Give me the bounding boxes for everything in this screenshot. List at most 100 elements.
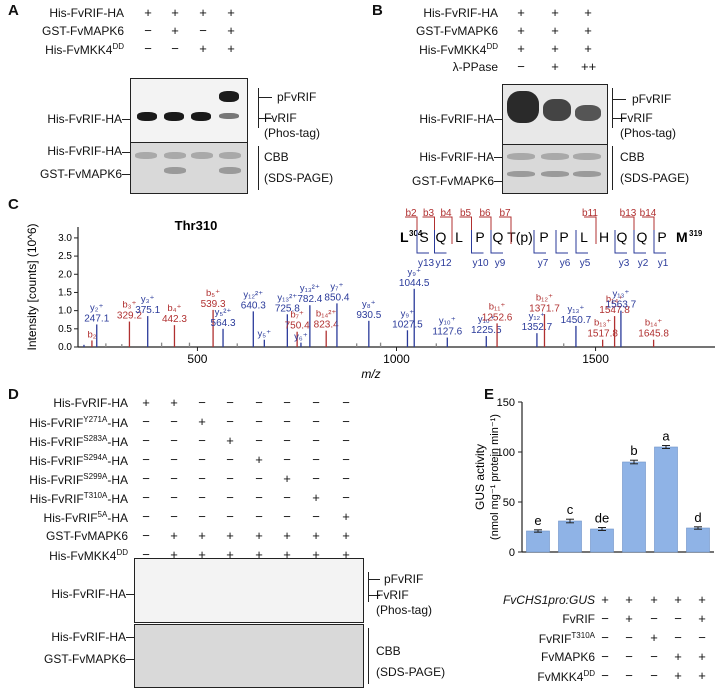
condition-sign: + <box>517 5 525 20</box>
peak-value: 640.3 <box>241 300 266 311</box>
condition-sign: + <box>584 23 592 38</box>
condition-sign: − <box>170 509 178 524</box>
peak-label: y₆⁺ <box>294 332 308 343</box>
condition-sign: − <box>198 433 206 448</box>
row-label: GST-FvMAPK6 <box>415 24 498 38</box>
pointer-line <box>612 118 626 119</box>
band <box>164 167 186 174</box>
b-ion-label: b11 <box>582 208 598 219</box>
peak-label: b₃⁺ <box>122 300 136 311</box>
panel-b-blot-label: His-FvRIF-HA <box>419 112 494 126</box>
y-tick-label: 100 <box>497 447 515 459</box>
x-axis-label: m/z <box>361 367 380 381</box>
condition-sign: − <box>342 414 350 429</box>
condition-sign: − <box>255 490 263 505</box>
condition-sign: + <box>170 395 178 410</box>
condition-sign: − <box>142 547 150 562</box>
condition-sign: + <box>283 547 291 562</box>
bar <box>686 527 710 553</box>
y-ion-label: y9 <box>495 258 506 269</box>
b-ion-bracket <box>584 216 597 244</box>
y-ion-bracket <box>471 230 484 254</box>
band <box>575 105 601 121</box>
condition-sign: − <box>170 452 178 467</box>
row-label: FvRIFT310A <box>538 631 595 646</box>
condition-sign: + <box>255 528 263 543</box>
y-ion-label: y1 <box>658 258 669 269</box>
significance-letter: e <box>534 513 541 528</box>
y-axis-label: Intensity [counts] (10^6) <box>25 223 39 350</box>
cbb-label-2: GST-FvMAPK6 <box>43 652 126 666</box>
band <box>219 152 241 159</box>
condition-sign: + <box>698 611 706 626</box>
row-label: His-FvRIF5A-HA <box>43 510 128 525</box>
condition-sign: + <box>698 592 706 607</box>
peak-label: b₁₂⁺ <box>536 292 553 303</box>
panel-b-letter: B <box>372 2 383 19</box>
panel-c-letter: C <box>8 196 19 213</box>
significance-letter: c <box>567 502 574 517</box>
band <box>137 112 157 121</box>
y-ion-label: y7 <box>538 258 549 269</box>
peak-value: 375.1 <box>135 305 160 316</box>
condition-sign: − <box>255 433 263 448</box>
pointer-line <box>126 594 134 595</box>
condition-sign: − <box>312 433 320 448</box>
condition-sign: − <box>226 490 234 505</box>
y-tick-label: 2.5 <box>58 251 72 262</box>
condition-sign: − <box>674 630 682 645</box>
condition-sign: − <box>255 414 263 429</box>
condition-sign: − <box>198 471 206 486</box>
row-label: His-FvRIFS294A-HA <box>29 453 128 468</box>
condition-sign: + <box>551 59 559 74</box>
panel-a-cbb-gel <box>130 142 248 194</box>
condition-sign: − <box>283 490 291 505</box>
bracket <box>258 146 259 190</box>
condition-sign: + <box>625 611 633 626</box>
peak-label: y₁₃⁺ <box>613 289 630 300</box>
peak-label: b₅⁺ <box>206 288 220 299</box>
condition-sign: + <box>283 471 291 486</box>
condition-sign: + <box>171 23 179 38</box>
condition-sign: − <box>601 649 609 664</box>
bar <box>590 528 614 553</box>
pointer-line <box>494 119 502 120</box>
pointer-line <box>122 152 130 153</box>
condition-sign: − <box>650 611 658 626</box>
condition-sign: − <box>255 509 263 524</box>
panel-d-cbb-gel <box>134 624 364 688</box>
condition-sign: − <box>226 414 234 429</box>
peptide-residue: P <box>475 229 484 245</box>
condition-sign: − <box>226 395 234 410</box>
condition-sign: + <box>226 547 234 562</box>
condition-sign: + <box>170 528 178 543</box>
condition-sign: − <box>283 452 291 467</box>
condition-sign: + <box>199 5 207 20</box>
bracket <box>612 88 613 128</box>
condition-sign: − <box>198 395 206 410</box>
condition-sign: − <box>170 433 178 448</box>
b-ion-bracket <box>499 216 512 244</box>
condition-sign: − <box>625 649 633 664</box>
peak-label: b₁₄²⁺ <box>316 309 337 320</box>
band <box>507 171 535 177</box>
condition-sign: − <box>199 23 207 38</box>
b-ion-label: b13 <box>620 208 637 219</box>
peak-value: 725.8 <box>275 303 300 314</box>
peptide-residue: H <box>599 229 609 245</box>
condition-sign: − <box>226 452 234 467</box>
peak-value: 1371.7 <box>529 303 560 314</box>
condition-sign: − <box>312 395 320 410</box>
b-ion-label: b4 <box>440 208 452 219</box>
row-label: GST-FvMAPK6 <box>45 529 128 543</box>
b-ion-label: b14 <box>640 208 657 219</box>
condition-sign: − <box>255 471 263 486</box>
condition-sign: + <box>198 528 206 543</box>
band <box>573 153 601 160</box>
bar <box>622 461 646 553</box>
peptide-residue: L <box>580 229 588 245</box>
condition-sign: + <box>342 509 350 524</box>
b-ion-label: b5 <box>460 208 472 219</box>
peak-label: y₉⁺ <box>401 308 415 319</box>
b-ion-bracket <box>440 216 453 244</box>
